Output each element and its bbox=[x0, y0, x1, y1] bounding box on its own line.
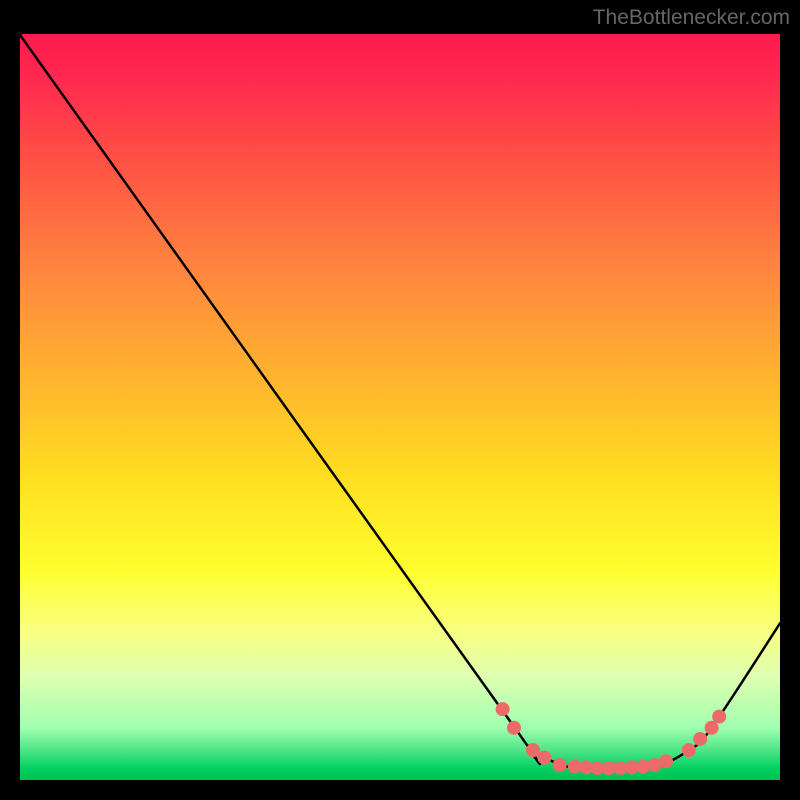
data-marker bbox=[712, 710, 726, 724]
data-marker bbox=[507, 721, 521, 735]
data-marker bbox=[693, 732, 707, 746]
data-marker bbox=[682, 743, 696, 757]
chart-svg bbox=[20, 34, 780, 780]
data-marker bbox=[659, 754, 673, 768]
bottleneck-chart bbox=[20, 34, 780, 780]
data-marker bbox=[553, 758, 567, 772]
watermark-text: TheBottlenecker.com bbox=[593, 6, 790, 30]
data-marker bbox=[537, 751, 551, 765]
data-marker bbox=[496, 702, 510, 716]
